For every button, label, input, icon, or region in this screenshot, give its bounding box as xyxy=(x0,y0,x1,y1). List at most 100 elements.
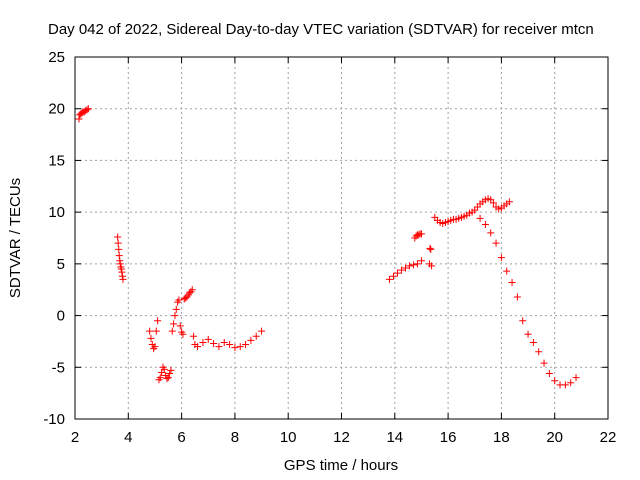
data-point xyxy=(168,327,176,335)
tick-layer xyxy=(74,56,609,420)
x-axis-label: GPS time / hours xyxy=(284,457,398,474)
x-tick-labels: 2 4 6 8 10 12 14 16 18 20 22 xyxy=(71,429,617,446)
data-point xyxy=(551,377,559,385)
x-tick-label: 18 xyxy=(493,429,510,446)
data-point xyxy=(487,229,495,237)
y-tick-label: 0 xyxy=(57,308,65,325)
data-point xyxy=(154,317,162,325)
data-point xyxy=(188,286,196,294)
data-point xyxy=(405,262,413,270)
x-tick-label: 12 xyxy=(333,429,350,446)
data-point xyxy=(497,254,505,262)
series-segment-5 xyxy=(385,257,425,283)
data-point xyxy=(220,338,228,346)
data-point xyxy=(160,365,168,373)
data-point xyxy=(427,245,435,253)
data-point xyxy=(503,267,511,275)
data-point xyxy=(151,343,159,351)
data-point xyxy=(524,330,532,338)
y-tick-label: 20 xyxy=(48,101,65,118)
data-point xyxy=(210,339,218,347)
data-point xyxy=(409,261,417,269)
y-tick-labels: -10 -5 0 5 10 15 20 25 xyxy=(43,49,65,428)
x-tick-label: 20 xyxy=(546,429,563,446)
series-segment-6 xyxy=(411,230,425,242)
data-point xyxy=(540,359,548,367)
series-segment-3 xyxy=(146,286,199,384)
data-point xyxy=(171,312,179,320)
data-point xyxy=(226,341,234,349)
data-point xyxy=(492,239,500,247)
y-tick-label: 10 xyxy=(48,204,65,221)
x-tick-label: 2 xyxy=(71,429,79,446)
data-point xyxy=(489,199,497,207)
y-tick-label: 5 xyxy=(57,256,65,273)
series-segment-4 xyxy=(194,327,266,352)
x-tick-label: 16 xyxy=(440,429,457,446)
data-point xyxy=(231,344,239,352)
series-segment-1 xyxy=(75,105,92,123)
y-axis-label: SDTVAR / TECUs xyxy=(7,178,24,298)
data-point xyxy=(258,327,266,335)
data-point xyxy=(164,374,172,382)
data-point xyxy=(247,336,255,344)
data-point xyxy=(84,105,92,113)
data-point xyxy=(176,322,184,330)
grid-layer xyxy=(75,57,608,419)
data-point xyxy=(163,375,171,383)
data-point xyxy=(114,233,122,241)
y-tick-label: -5 xyxy=(52,359,65,376)
data-point xyxy=(167,366,175,374)
data-point xyxy=(385,275,393,283)
data-point xyxy=(426,244,434,252)
data-point xyxy=(417,257,425,265)
data-point xyxy=(242,341,250,349)
data-point xyxy=(393,269,401,277)
data-point xyxy=(115,252,123,260)
x-tick-label: 6 xyxy=(177,429,185,446)
data-point xyxy=(114,239,122,247)
data-point xyxy=(117,265,125,273)
data-point xyxy=(175,296,183,304)
series-segment-7 xyxy=(425,244,436,270)
data-point xyxy=(389,272,397,280)
data-point xyxy=(513,293,521,301)
data-points xyxy=(75,105,580,389)
x-tick-label: 14 xyxy=(386,429,403,446)
series-segment-2 xyxy=(114,233,127,283)
data-point xyxy=(170,320,178,328)
data-point xyxy=(481,221,489,229)
y-tick-label: 25 xyxy=(48,49,65,66)
data-point xyxy=(194,343,202,351)
data-point xyxy=(118,272,126,280)
series-segment-9 xyxy=(476,214,580,389)
x-tick-label: 4 xyxy=(124,429,132,446)
x-tick-label: 8 xyxy=(231,429,239,446)
data-point xyxy=(156,374,164,382)
data-point xyxy=(199,338,207,346)
data-point xyxy=(252,332,260,340)
data-point xyxy=(204,335,212,343)
data-point xyxy=(561,381,569,389)
data-point xyxy=(401,264,409,272)
data-point xyxy=(119,275,127,283)
data-point xyxy=(116,260,124,268)
data-point xyxy=(236,343,244,351)
data-point xyxy=(146,327,154,335)
data-point xyxy=(215,343,223,351)
data-point xyxy=(172,305,180,313)
data-point xyxy=(179,330,187,338)
data-point xyxy=(190,332,198,340)
data-point xyxy=(476,214,484,222)
data-point xyxy=(519,317,527,325)
y-tick-label: -10 xyxy=(43,411,65,428)
y-tick-label: 15 xyxy=(48,152,65,169)
data-point xyxy=(508,278,516,286)
data-point xyxy=(572,374,580,382)
data-point xyxy=(529,338,537,346)
data-point xyxy=(545,369,553,377)
data-point xyxy=(413,260,421,268)
data-point xyxy=(166,369,174,377)
series-segment-8 xyxy=(431,195,513,228)
